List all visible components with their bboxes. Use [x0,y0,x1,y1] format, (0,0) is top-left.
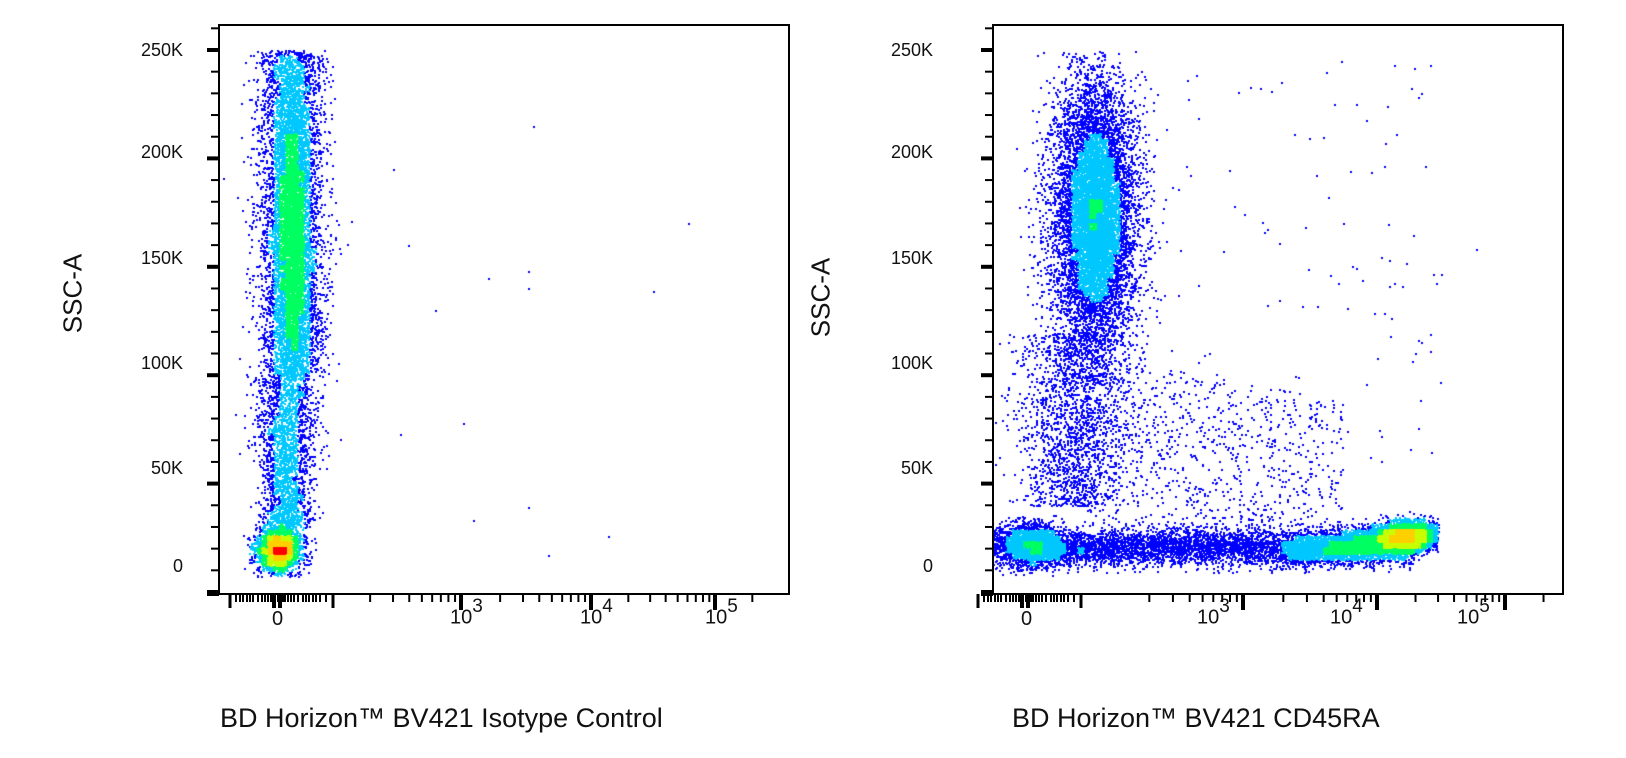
dot-plot-canvas [993,25,1563,594]
x-tick-label: 0 [272,608,284,630]
y-tick-label: 250K [890,40,933,60]
y-tick-label: 0 [922,556,933,576]
y-tick-label: 250K [140,40,183,60]
y-tick-label: 200K [140,142,183,162]
y-tick-label: 150K [890,248,933,268]
y-tick-label: 50K [150,458,183,478]
y-tick-label: 100K [140,353,183,373]
x-tick-label: 103 [1197,596,1230,629]
x-tick-label: 105 [705,596,738,629]
x-tick-label: 104 [580,596,613,629]
plot-panel-isotype: SSC-A 250K 200K 150K 100K 50K 0 0 103 10… [58,24,790,733]
y-tick-label: 0 [172,556,183,576]
y-tick-label: 100K [890,353,933,373]
x-tick-label: 0 [1021,608,1033,630]
x-tick-label: 104 [1330,596,1363,629]
dot-plot-canvas [219,25,789,594]
x-tick-label: 103 [450,596,483,629]
x-tick-label: 105 [1457,596,1490,629]
y-tick-label: 150K [140,248,183,268]
y-tick-label: 200K [890,142,933,162]
y-tick-label: 50K [900,458,933,478]
plot-axes [207,24,790,610]
x-axis-title: BD Horizon™ BV421 CD45RA [1012,703,1380,733]
x-axis-title: BD Horizon™ BV421 Isotype Control [220,703,663,733]
